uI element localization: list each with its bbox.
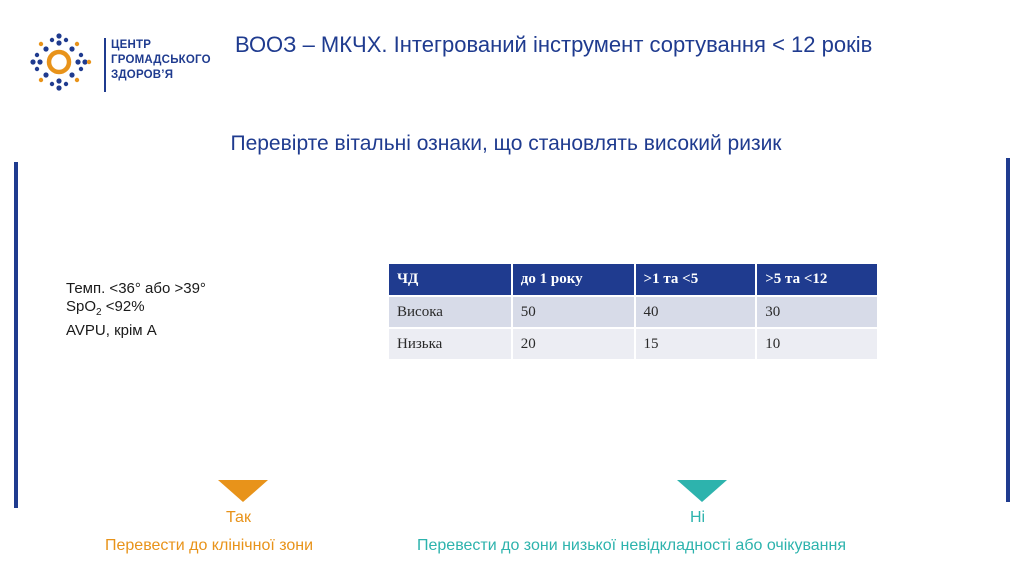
slide-title: ВООЗ – МКЧХ. Інтегрований інструмент сор… — [235, 32, 873, 57]
no-action: Перевести до зони низької невідкладності… — [417, 537, 847, 554]
logo-divider — [104, 38, 106, 92]
no-arrow-icon — [677, 480, 727, 502]
logo-icon — [30, 33, 92, 91]
avpu-criterion: AVPU, крім А — [66, 322, 157, 339]
table-header-cell: ЧД — [389, 264, 513, 296]
yes-action: Перевести до клінічної зони — [105, 537, 314, 554]
right-accent-bar — [1006, 158, 1010, 502]
table-cell: 10 — [756, 327, 879, 359]
spo2-subscript: 2 — [96, 307, 102, 318]
table-row: Висока 50 40 30 — [389, 295, 879, 328]
logo-line-3: ЗДОРОВ’Я — [111, 69, 174, 81]
no-label: Ні — [690, 509, 706, 526]
table-cell: 20 — [511, 327, 636, 359]
respiratory-rate-table: ЧД до 1 року >1 та <5 >5 та <12 Висока 5… — [389, 264, 879, 359]
table-row: Низька 20 15 10 — [389, 327, 879, 359]
temp-criterion: Темп. <36° або >39° — [66, 280, 206, 297]
logo-text: ЦЕНТР ГРОМАДСЬКОГО ЗДОРОВ’Я — [111, 38, 211, 83]
vital-signs-list: Темп. <36° або >39° SpO2 <92% AVPU, крім… — [66, 280, 206, 340]
table-cell: 15 — [634, 327, 758, 359]
table-cell: Висока — [389, 295, 513, 328]
slide-subtitle: Перевірте вітальні ознаки, що становлять… — [230, 132, 782, 155]
table-header-row: ЧД до 1 року >1 та <5 >5 та <12 — [389, 264, 879, 296]
logo-line-1: ЦЕНТР — [111, 39, 152, 51]
table-cell: 40 — [634, 295, 758, 328]
table-cell: 30 — [756, 295, 879, 328]
logo-line-2: ГРОМАДСЬКОГО — [111, 54, 211, 66]
left-accent-bar — [14, 162, 18, 508]
yes-label: Так — [226, 509, 251, 526]
table-header-cell: >1 та <5 — [634, 264, 758, 296]
table-header-cell: >5 та <12 — [756, 264, 879, 296]
spo2-prefix: SpO — [66, 298, 97, 315]
yes-arrow-icon — [218, 480, 268, 502]
table-cell: 50 — [511, 295, 636, 328]
spo2-criterion: SpO2 <92% — [66, 298, 206, 322]
table-header-cell: до 1 року — [511, 264, 636, 296]
spo2-suffix: <92% — [101, 298, 145, 315]
table-cell: Низька — [389, 327, 513, 359]
